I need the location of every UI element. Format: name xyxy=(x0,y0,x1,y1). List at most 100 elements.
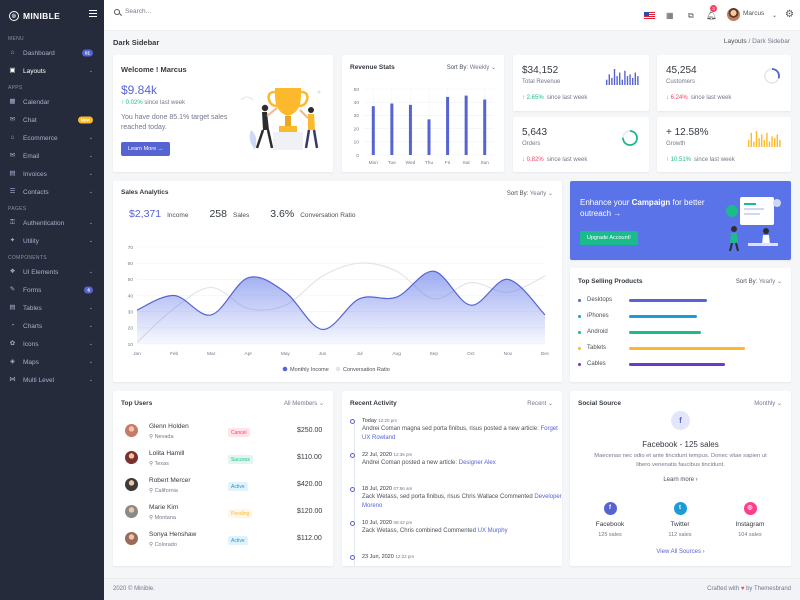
user-row[interactable]: Sonya Henshaw ⚲ Colorado Active $112.00 xyxy=(125,529,325,556)
product-progress-bar xyxy=(629,362,725,366)
social-item-twitter[interactable]: t Twitter 112 sales xyxy=(650,502,710,538)
sidebar-item-email[interactable]: ✉ Email ⌄ xyxy=(0,147,104,165)
activity-link[interactable]: Forget UX Rowland xyxy=(362,426,558,441)
sidebar-item-invoices[interactable]: ▤ Invoices ⌄ xyxy=(0,165,104,183)
x-tick-label: Tue xyxy=(388,160,396,166)
learn-more-button[interactable]: Learn More → xyxy=(121,142,171,156)
social-source-card: Social Source Monthly ⌄ f Facebook - 125… xyxy=(570,391,791,566)
sidebar-item-utility[interactable]: ✦ Utility ⌄ xyxy=(0,232,104,250)
sidebar-item-multi-level[interactable]: ⋈ Multi Level ⌄ xyxy=(0,371,104,389)
sidebar-badge: 6 xyxy=(84,286,93,294)
user-avatar[interactable] xyxy=(727,8,740,21)
chevron-down-icon[interactable]: ⌄ xyxy=(772,13,778,19)
user-name[interactable]: Marcus xyxy=(743,10,765,17)
sidebar-section-title: APPS xyxy=(8,84,23,91)
spark-bar xyxy=(758,138,760,147)
product-row: Tablets xyxy=(578,340,778,356)
user-row[interactable]: Marie Kim ⚲ Montana Pending $120.00 xyxy=(125,502,325,529)
x-tick-label: Feb xyxy=(170,351,179,357)
chevron-down-icon: ⌄ xyxy=(88,135,93,141)
revenue-sort-dropdown[interactable]: Sort By: Weekly ⌄ xyxy=(446,65,496,71)
sidebar-item-authentication[interactable]: ⚿ Authentication ⌄ xyxy=(0,214,104,232)
stat-value: $34,152 xyxy=(522,65,559,76)
recent-activity-title: Recent Activity xyxy=(350,400,397,407)
dot-icon xyxy=(578,362,581,366)
user-avatar xyxy=(125,532,138,545)
logo-icon: ◎ xyxy=(9,10,19,21)
social-item-instagram[interactable]: ◎ Instagram 104 sales xyxy=(720,502,780,538)
icons-icon: ✿ xyxy=(9,339,16,347)
revenue-stats-title: Revenue Stats xyxy=(350,64,395,71)
sidebar-item-label: Email xyxy=(23,152,40,160)
spark-bar xyxy=(621,79,623,85)
sidebar-item-charts[interactable]: ◔ Charts ⌄ xyxy=(0,317,104,335)
social-name: Twitter xyxy=(670,521,690,528)
upgrade-account-button[interactable]: Upgrade Account! xyxy=(580,231,638,245)
sidebar-item-icons[interactable]: ✿ Icons ⌄ xyxy=(0,335,104,353)
apps-grid-icon[interactable]: ▦ xyxy=(666,11,674,20)
social-sales: 112 sales xyxy=(668,532,692,538)
activity-filter-dropdown[interactable]: Recent ⌄ xyxy=(527,401,553,407)
sidebar-item-dashboard[interactable]: ⌂ Dashboard 01 xyxy=(0,44,104,62)
x-tick-label: Dec xyxy=(541,351,550,357)
sidebar-item-calendar[interactable]: ▦ Calendar xyxy=(0,93,104,111)
x-tick-label: Wed xyxy=(406,160,416,166)
social-item-facebook[interactable]: f Facebook 125 sales xyxy=(580,502,640,538)
y-tick-label: 20 xyxy=(128,326,134,332)
sidebar-item-maps[interactable]: ◈ Maps ⌄ xyxy=(0,353,104,371)
x-tick-label: Jun xyxy=(319,351,327,357)
activity-item: 10 Jul, 2020 08:42 pm Zack Wetass, Chris … xyxy=(362,520,562,536)
activity-link[interactable]: UX Murphy xyxy=(477,528,508,534)
stat-value: + 12.58% xyxy=(666,127,709,138)
user-row[interactable]: Robert Mercer ⚲ California Active $420.00 xyxy=(125,475,325,502)
social-sales: 125 sales xyxy=(598,532,622,538)
welcome-message: You have done 85.1% target sales reached… xyxy=(121,114,228,131)
breadcrumb-layouts[interactable]: Layouts xyxy=(723,38,747,45)
user-row[interactable]: Lolita Hamill ⚲ Texas Success $110.00 xyxy=(125,448,325,475)
invoice-icon: ▤ xyxy=(9,169,16,177)
sidebar-item-layouts[interactable]: ▣ Layouts ⌄ xyxy=(0,62,104,80)
sales-sort-dropdown[interactable]: Sort By: Yearly ⌄ xyxy=(506,191,553,197)
product-progress-bar xyxy=(629,330,701,334)
ratio-value: 3.6% xyxy=(270,208,295,220)
social-filter-dropdown[interactable]: Monthly ⌄ xyxy=(754,401,782,407)
user-location: ⚲ Nevada xyxy=(149,434,174,440)
legend-label: Conversation Ratio xyxy=(343,367,390,373)
calendar-icon: ▦ xyxy=(9,97,16,105)
us-flag-icon[interactable] xyxy=(644,12,655,19)
sidebar-item-ecommerce[interactable]: ⌂ Ecommerce ⌄ xyxy=(0,129,104,147)
brand-logo[interactable]: ◎ MINIBLE xyxy=(0,0,104,31)
sidebar-item-contacts[interactable]: ☰ Contacts ⌄ xyxy=(0,183,104,201)
sidebar-item-label: Icons xyxy=(23,340,39,348)
gear-icon[interactable]: ⚙ xyxy=(785,9,794,20)
user-row[interactable]: Glenn Holden ⚲ Nevada Cancel $250.00 xyxy=(125,421,325,448)
spark-bar xyxy=(616,76,618,85)
sidebar-item-tables[interactable]: ▤ Tables ⌄ xyxy=(0,299,104,317)
timeline-dot-icon xyxy=(350,419,355,424)
sidebar-item-chat[interactable]: ✉ Chat New xyxy=(0,111,104,129)
x-tick-label: Sat xyxy=(463,160,471,166)
spark-bar xyxy=(750,132,752,147)
search-box[interactable]: Search... xyxy=(114,8,151,15)
products-sort-dropdown[interactable]: Sort By: Yearly ⌄ xyxy=(735,279,782,285)
y-tick-label: 10 xyxy=(128,342,134,348)
sidebar-section-title: COMPONENTS xyxy=(8,254,47,261)
sidebar-item-forms[interactable]: ✎ Forms 6 xyxy=(0,281,104,299)
sidebar-item-label: Dashboard xyxy=(23,49,55,57)
fullscreen-icon[interactable]: ⧉ xyxy=(688,11,694,20)
user-amount: $420.00 xyxy=(297,481,323,488)
status-badge: Cancel xyxy=(228,428,250,437)
search-input[interactable]: Search... xyxy=(125,8,152,15)
bell-icon[interactable]: 🔔︎ xyxy=(706,10,717,20)
view-all-sources-link[interactable]: View All Sources › xyxy=(656,549,705,555)
bar xyxy=(371,106,375,155)
menu-toggle-icon[interactable] xyxy=(89,10,97,17)
stat-label: Total Revenue xyxy=(522,79,561,85)
sidebar-item-ui-elements[interactable]: ❖ UI Elements ⌄ xyxy=(0,263,104,281)
users-filter-dropdown[interactable]: All Members ⌄ xyxy=(283,401,324,407)
activity-link[interactable]: Designer Alex xyxy=(458,460,496,466)
timeline-dot-icon xyxy=(350,555,355,560)
learn-more-link[interactable]: Learn more › xyxy=(663,477,698,483)
activity-link[interactable]: Developer Moreno xyxy=(362,494,562,509)
chevron-down-icon: ⌄ xyxy=(88,171,93,177)
